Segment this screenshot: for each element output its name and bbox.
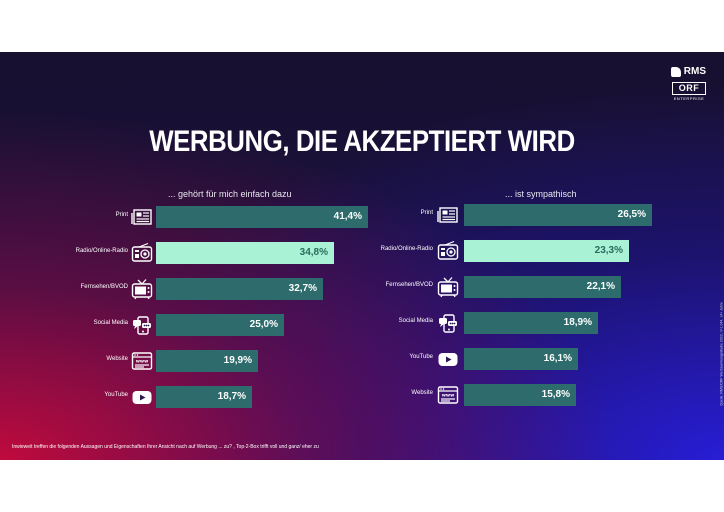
bar-row: Print 26,5% xyxy=(350,204,710,226)
category-label-box: Website xyxy=(350,384,433,406)
youtube-icon xyxy=(438,353,458,366)
bar: 15,8% xyxy=(464,384,576,406)
slide-background: RMS ORF ENTERPRISE WERBUNG, DIE AKZEPTIE… xyxy=(0,52,724,460)
rms-logo: RMS xyxy=(670,66,706,77)
bar-row: Radio/Online-Radio 23,3% xyxy=(350,240,710,262)
orf-logo-subtext: ENTERPRISE xyxy=(673,96,705,101)
rms-logo-mark xyxy=(670,66,681,77)
bar: 22,1% xyxy=(464,276,621,298)
bar-value-label: 26,5% xyxy=(617,209,646,220)
chart-subtitle: ... ist sympathisch xyxy=(505,189,577,199)
category-label: Radio/Online-Radio xyxy=(380,246,433,252)
category-label-box: Print xyxy=(350,204,433,226)
bar: 18,7% xyxy=(156,386,252,408)
bar-row: Print 41,4% xyxy=(20,206,380,228)
social-media-icon xyxy=(133,316,151,335)
bar-row: YouTube 16,1% xyxy=(350,348,710,370)
category-label-box: Radio/Online-Radio xyxy=(350,240,433,262)
category-label-box: Radio/Online-Radio xyxy=(20,242,128,264)
website-icon: www xyxy=(131,352,153,370)
category-label: Website xyxy=(106,356,128,362)
bar: 25,0% xyxy=(156,314,284,336)
bar-value-label: 23,3% xyxy=(594,245,623,256)
bar-row: Website www 19,9% xyxy=(20,350,380,372)
orf-enterprise-logo: ORF ENTERPRISE xyxy=(672,82,706,101)
footnote: Inwieweit treffen die folgenden Aussagen… xyxy=(12,444,319,450)
newspaper-icon xyxy=(131,209,152,225)
tv-icon xyxy=(437,277,459,298)
bar-value-label: 18,9% xyxy=(563,317,592,328)
bar-row: Social Media 25,0% xyxy=(20,314,380,336)
bar-row: Website www 15,8% xyxy=(350,384,710,406)
category-label-box: Fernsehen/BVOD xyxy=(350,276,433,298)
category-label-box: Social Media xyxy=(20,314,128,336)
bar: 34,8% xyxy=(156,242,334,264)
bar: 32,7% xyxy=(156,278,323,300)
bar-row: Fernsehen/BVOD 32,7% xyxy=(20,278,380,300)
bar-value-label: 34,8% xyxy=(299,247,328,258)
rms-logo-text: RMS xyxy=(683,66,706,77)
bar-row: YouTube 18,7% xyxy=(20,386,380,408)
bar-row: Radio/Online-Radio 34,8% xyxy=(20,242,380,264)
bar: 23,3% xyxy=(464,240,629,262)
bar-value-label: 22,1% xyxy=(586,281,615,292)
page-title: WERBUNG, DIE AKZEPTIERT WIRD xyxy=(149,125,575,158)
website-icon: www xyxy=(437,386,459,404)
category-label: Fernsehen/BVOD xyxy=(385,282,433,288)
bar-value-label: 41,4% xyxy=(333,211,362,222)
bar: 41,4% xyxy=(156,206,368,228)
category-label: Fernsehen/BVOD xyxy=(80,284,128,290)
bar-value-label: 32,7% xyxy=(288,283,317,294)
category-label-box: Social Media xyxy=(350,312,433,334)
category-label: Website xyxy=(411,390,433,396)
category-label: Social Media xyxy=(93,320,128,326)
category-label: Social Media xyxy=(398,318,433,324)
svg-text:www: www xyxy=(136,360,148,365)
category-label: Print xyxy=(115,212,128,218)
category-label-box: Fernsehen/BVOD xyxy=(20,278,128,300)
bar-value-label: 16,1% xyxy=(543,353,572,364)
category-label-box: YouTube xyxy=(20,386,128,408)
radio-icon xyxy=(437,240,459,260)
category-label: YouTube xyxy=(104,392,128,398)
bar: 16,1% xyxy=(464,348,578,370)
youtube-icon xyxy=(132,391,152,404)
bar-row: Social Media 18,9% xyxy=(350,312,710,334)
tv-icon xyxy=(131,279,153,300)
category-label-box: Print xyxy=(20,206,128,228)
category-label-box: YouTube xyxy=(350,348,433,370)
bar: 19,9% xyxy=(156,350,258,372)
chart-subtitle: ... gehört für mich einfach dazu xyxy=(168,189,292,199)
svg-text:www: www xyxy=(442,394,454,399)
bar-value-label: 15,8% xyxy=(541,389,570,400)
bar-value-label: 25,0% xyxy=(249,319,278,330)
category-label: Radio/Online-Radio xyxy=(75,248,128,254)
orf-logo-text: ORF xyxy=(672,82,706,95)
bar: 18,9% xyxy=(464,312,598,334)
newspaper-icon xyxy=(437,207,458,223)
social-media-icon xyxy=(439,314,457,333)
source-note: Quelle: RMS/ORF Werbewirkungsstudie 2023… xyxy=(720,302,724,406)
category-label: Print xyxy=(420,210,433,216)
radio-icon xyxy=(131,242,153,262)
bar: 26,5% xyxy=(464,204,652,226)
bar-value-label: 19,9% xyxy=(223,355,252,366)
category-label-box: Website xyxy=(20,350,128,372)
bar-value-label: 18,7% xyxy=(217,391,246,402)
category-label: YouTube xyxy=(409,354,433,360)
bar-row: Fernsehen/BVOD 22,1% xyxy=(350,276,710,298)
